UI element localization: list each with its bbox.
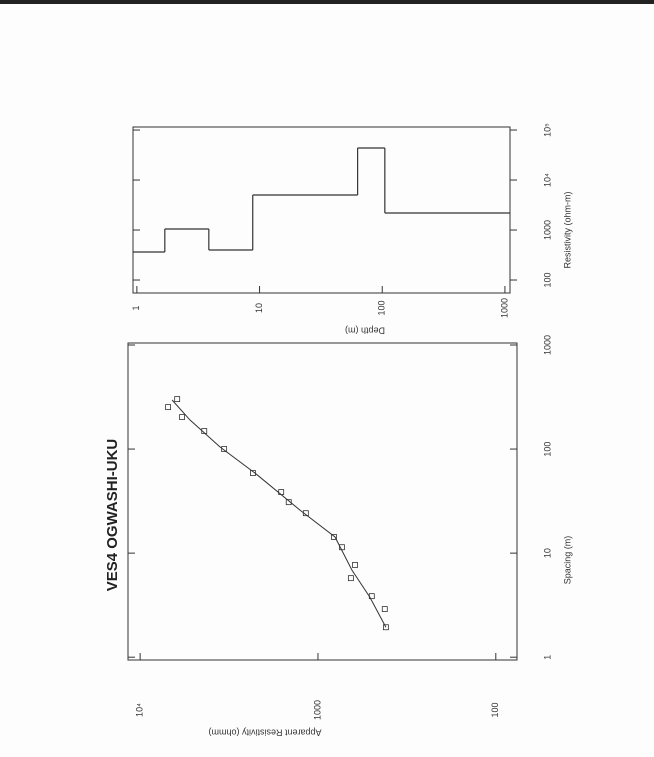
fit-curve	[171, 399, 387, 628]
data-point	[285, 499, 292, 506]
y-tick-label-group: 10⁵	[542, 123, 552, 137]
data-point	[221, 446, 228, 452]
chart-title: VES4 OGWASHI-UKU	[104, 439, 121, 592]
x-tick-label: 1000	[499, 298, 509, 318]
x-tick-label-group: 10	[542, 548, 552, 558]
y-tick-label-group: 100	[542, 273, 552, 288]
x-tick-label-group: 1000	[499, 298, 509, 318]
plot-frame	[127, 342, 518, 661]
x-axis-title: Depth (m)	[345, 326, 385, 336]
y-tick-label: 1000	[312, 700, 322, 720]
y-tick-label: 100	[542, 273, 552, 288]
x-tick-label: 100	[542, 442, 552, 457]
data-point	[179, 414, 185, 420]
x-tick-label-group: 10	[254, 303, 264, 313]
data-point	[382, 624, 389, 631]
y-tick-label-group: 1000	[542, 220, 552, 240]
y-tick-label: 10⁴	[135, 703, 145, 717]
y-tick-label-group: 10⁴	[542, 173, 552, 187]
y-tick-label: 1000	[542, 220, 552, 240]
scan-edge	[0, 0, 654, 4]
x-tick-label: 10	[254, 303, 264, 313]
y-tick-label: 10⁵	[542, 123, 552, 137]
data-point	[352, 562, 358, 568]
x-tick-label-group: 100	[542, 442, 552, 457]
x-tick-label-group: 1000	[542, 335, 552, 355]
x-tick-label: 1000	[542, 335, 552, 355]
y-tick-label: 10⁴	[542, 173, 552, 187]
y-axis-title: Apparent Resistivity (ohmm)	[208, 728, 321, 738]
x-tick-label: 1	[131, 305, 141, 310]
plot-frame	[132, 126, 511, 294]
title-group: VES4 OGWASHI-UKU	[104, 439, 121, 592]
y-tick-label-group: 1000	[312, 700, 322, 720]
data-point	[347, 575, 354, 582]
data-point	[381, 606, 388, 612]
x-axis-title: Spacing (m)	[562, 536, 572, 585]
data-point	[174, 396, 181, 403]
x-tick-label-group: 1	[131, 305, 141, 310]
x-tick-label-group: 1	[542, 655, 552, 660]
data-point	[331, 534, 337, 540]
x-tick-label: 10	[542, 548, 552, 558]
y-axis-title-group: Resistivity (ohm-m)	[562, 191, 572, 268]
y-tick-label: 100	[490, 702, 500, 717]
data-point	[165, 404, 172, 411]
x-tick-label-group: 100	[377, 300, 387, 315]
x-tick-label: 100	[377, 300, 387, 315]
y-axis-title-group: Apparent Resistivity (ohmm)	[208, 728, 321, 738]
y-tick-label-group: 10⁴	[135, 703, 145, 717]
x-tick-label: 1	[542, 655, 552, 660]
y-axis-title: Resistivity (ohm-m)	[562, 191, 572, 268]
x-axis-title-group: Depth (m)	[345, 326, 385, 336]
x-axis-title-group: Spacing (m)	[562, 536, 572, 585]
y-tick-label-group: 100	[490, 702, 500, 717]
